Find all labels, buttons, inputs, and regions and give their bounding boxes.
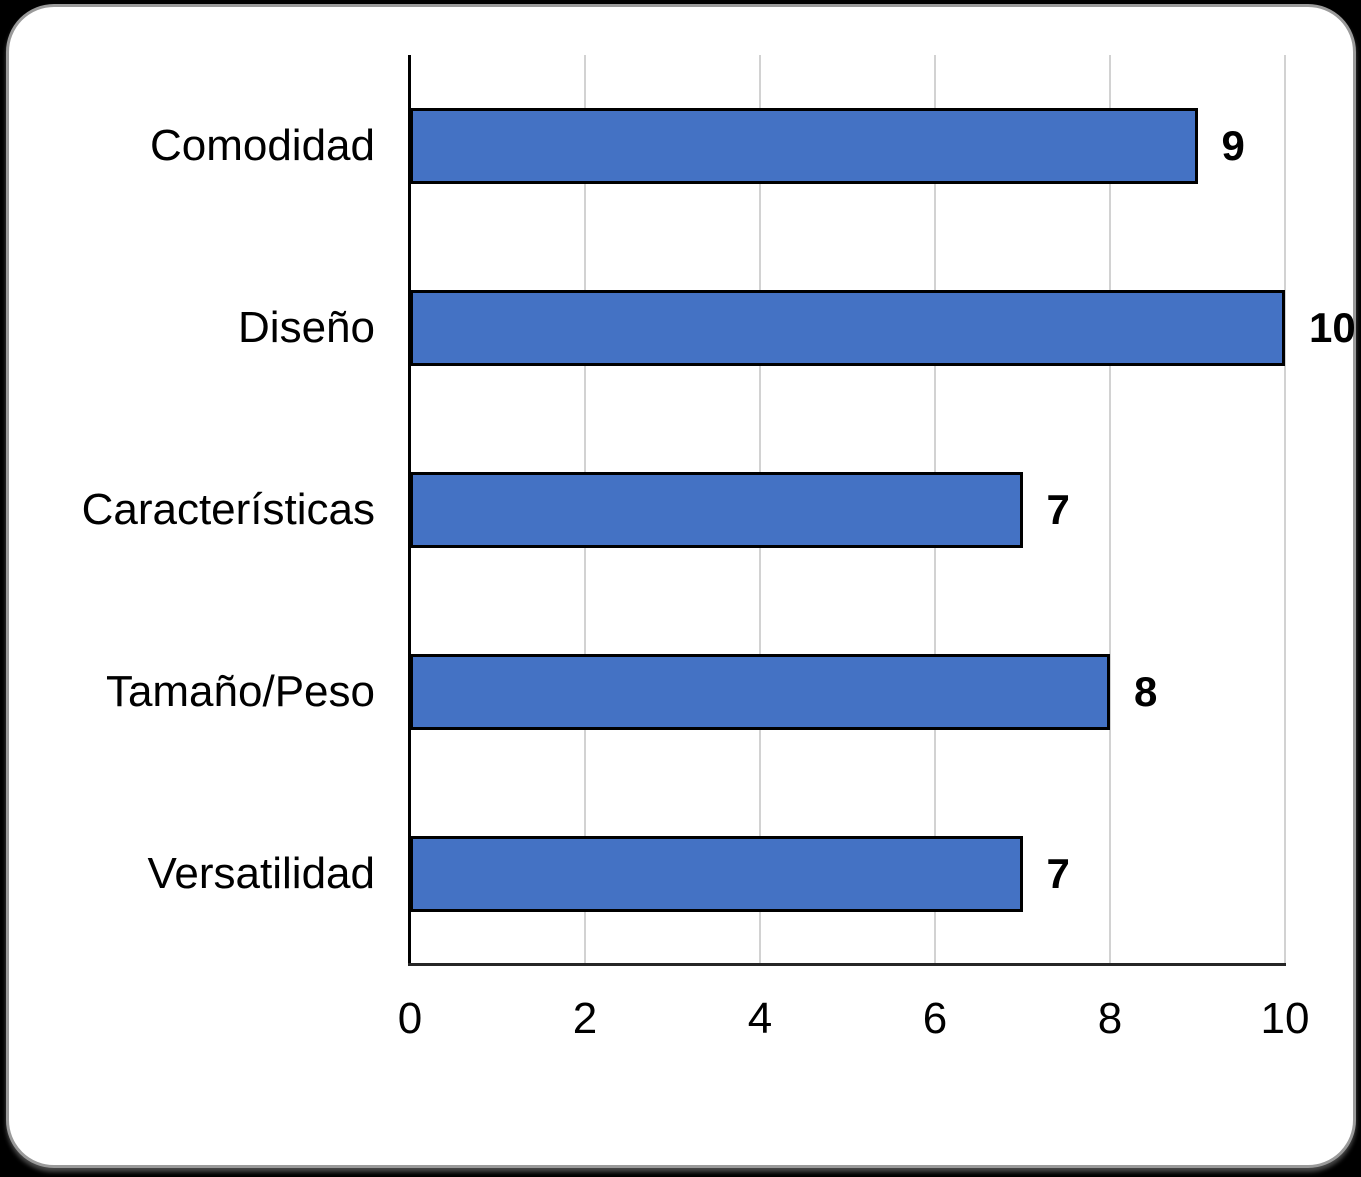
chart-card xyxy=(6,4,1356,1168)
value-label-versatilidad: 7 xyxy=(1046,850,1070,897)
bar-comodidad xyxy=(410,108,1198,184)
gridline-x-10 xyxy=(1284,55,1286,965)
category-label-diseno: Diseño xyxy=(238,303,375,352)
x-tick-label-10: 10 xyxy=(1260,994,1310,1043)
bar-tamano-peso xyxy=(410,654,1110,730)
x-tick-label-6: 6 xyxy=(922,994,948,1043)
x-tick-label-0: 0 xyxy=(397,994,423,1043)
x-tick-label-2: 2 xyxy=(572,994,598,1043)
value-label-caracteristicas: 7 xyxy=(1046,486,1070,533)
category-label-comodidad: Comodidad xyxy=(149,121,375,170)
value-label-diseno: 10 xyxy=(1309,304,1356,351)
category-label-versatilidad: Versatilidad xyxy=(147,849,375,898)
bar-caracteristicas xyxy=(410,472,1023,548)
category-label-tamano-peso: Tamaño/Peso xyxy=(105,667,375,716)
bar-diseno xyxy=(410,290,1285,366)
x-tick-label-4: 4 xyxy=(747,994,773,1043)
gridline-x-8 xyxy=(1109,55,1111,965)
y-axis-line xyxy=(408,55,411,966)
value-label-tamano-peso: 8 xyxy=(1134,668,1158,715)
bar-versatilidad xyxy=(410,836,1023,912)
category-label-caracteristicas: Características xyxy=(81,485,375,534)
x-tick-label-8: 8 xyxy=(1097,994,1123,1043)
value-label-comodidad: 9 xyxy=(1221,122,1245,169)
x-axis-line xyxy=(408,963,1286,966)
